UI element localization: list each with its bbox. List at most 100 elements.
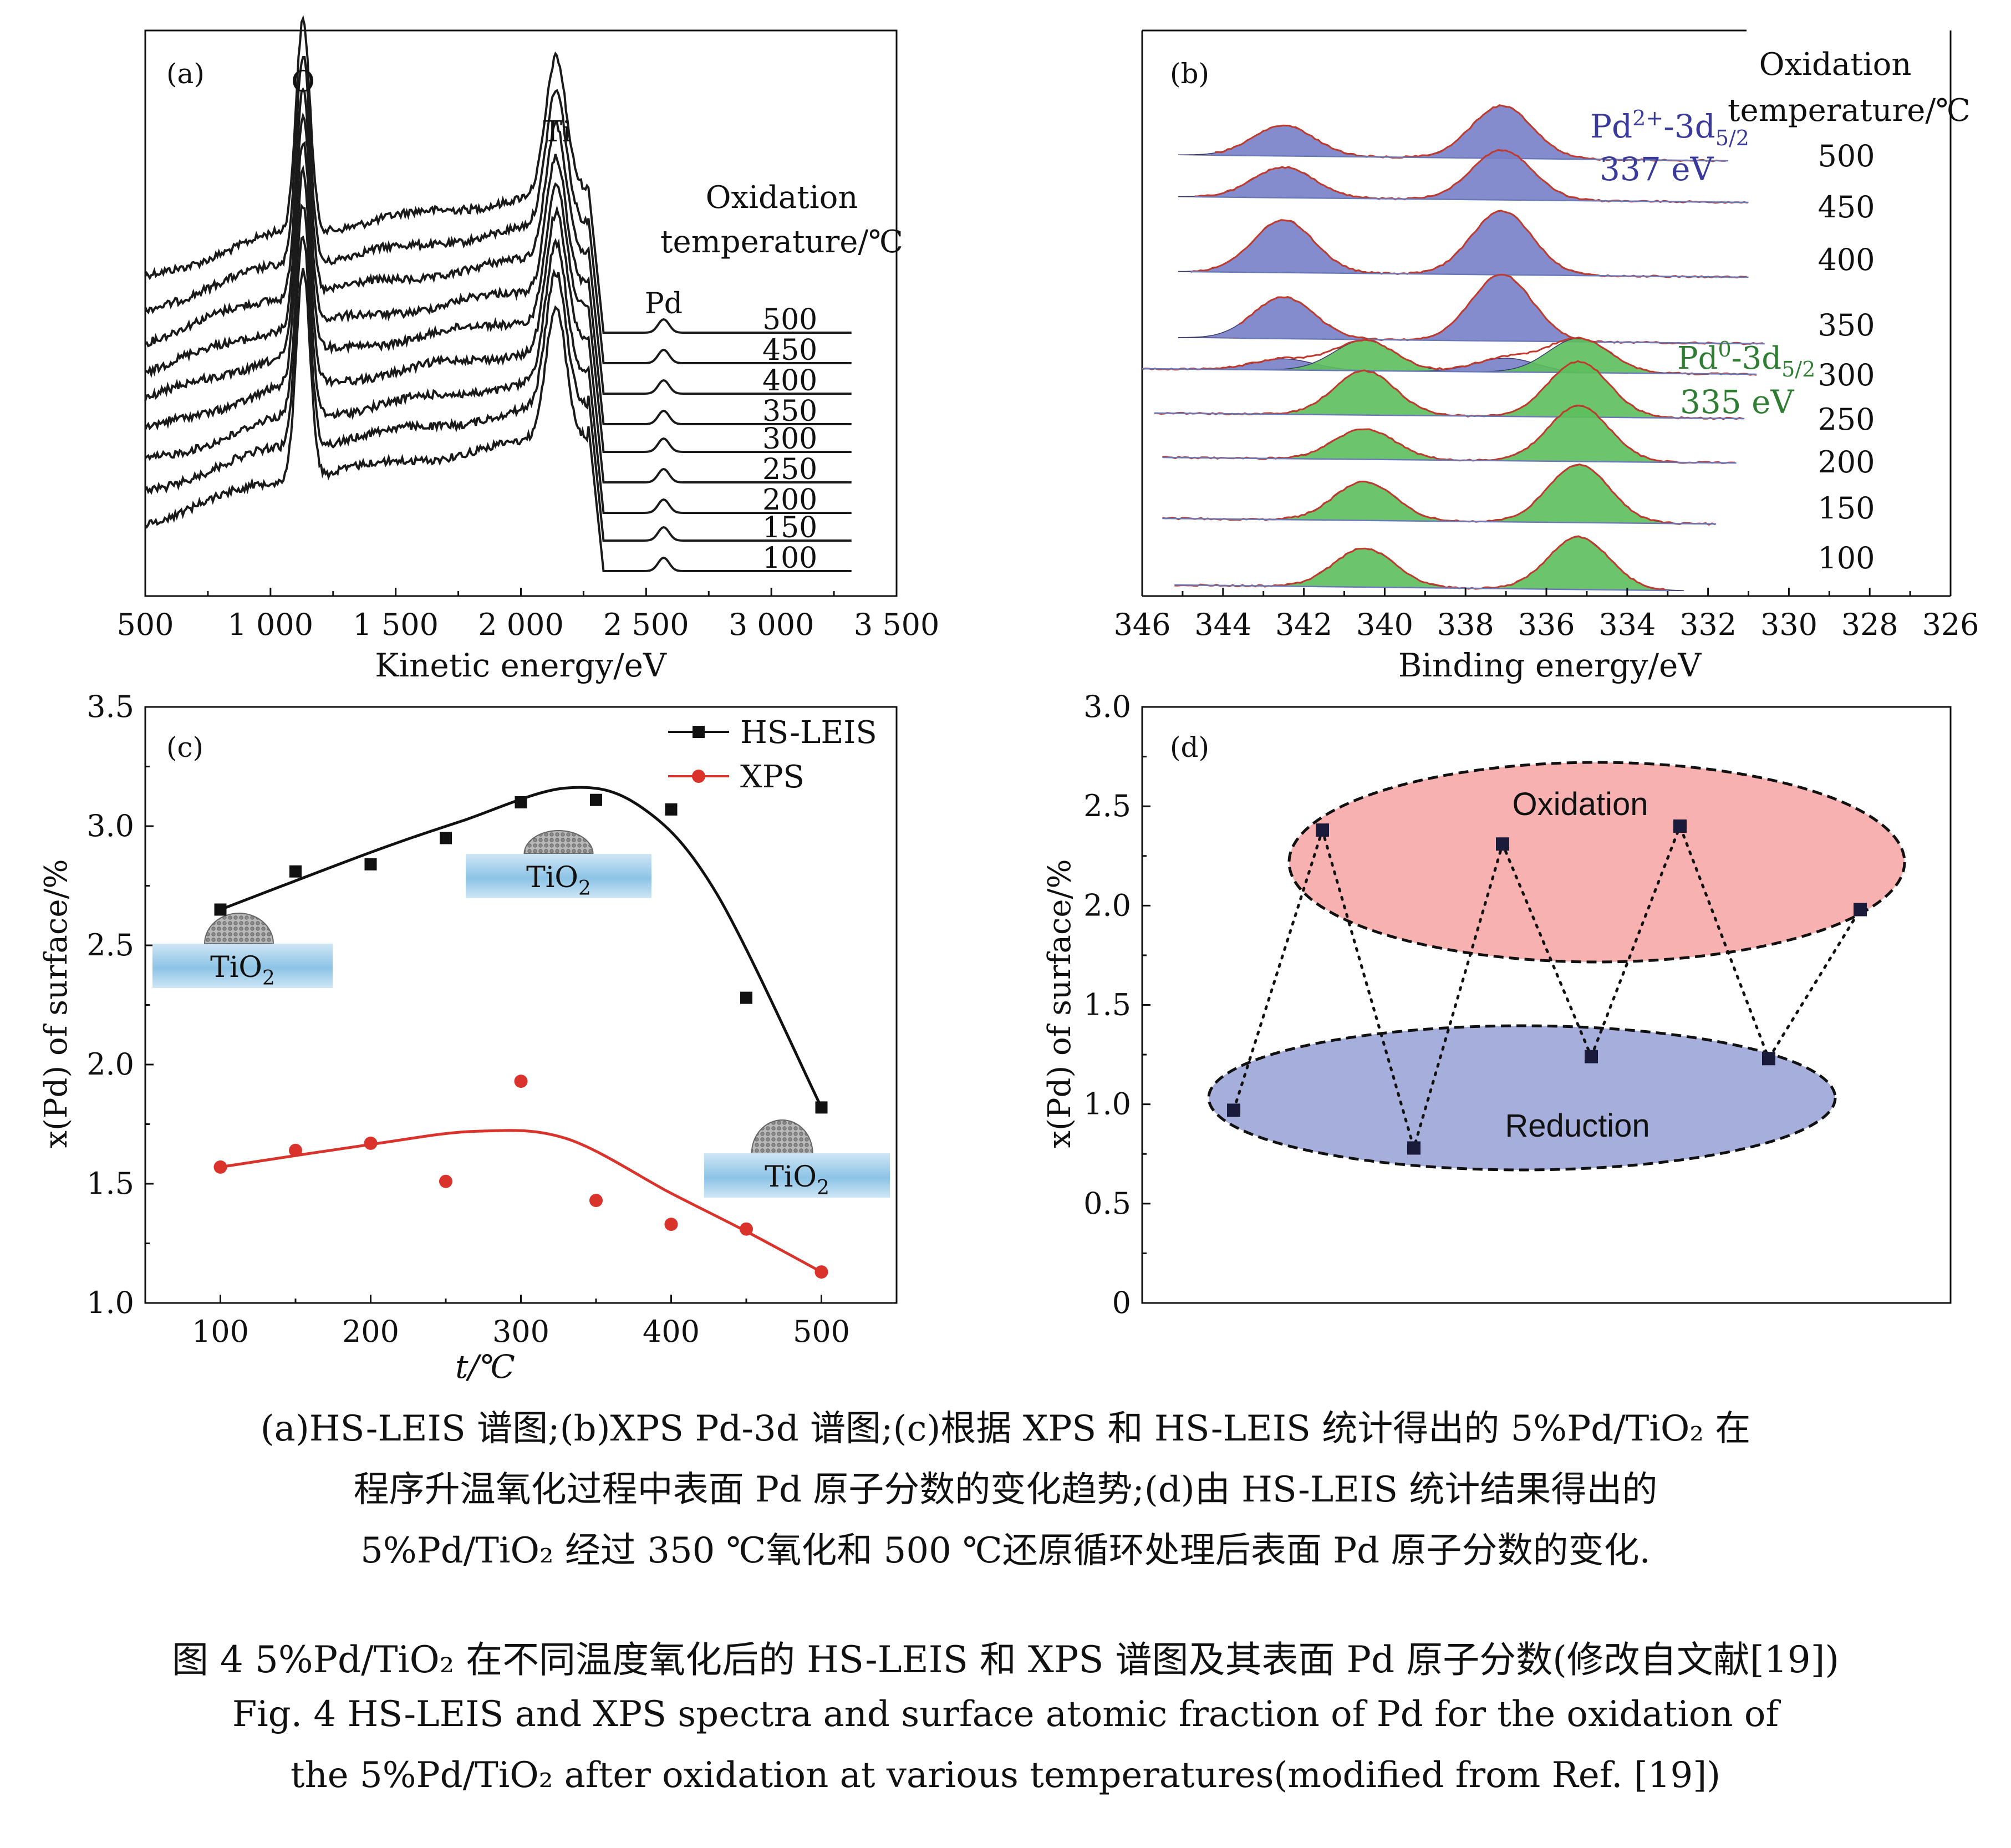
pd-particle-icon xyxy=(523,830,594,854)
panel-d-y-tick-label: 2.5 xyxy=(1083,788,1131,823)
xps-point xyxy=(364,1136,378,1150)
hsleis-point xyxy=(440,832,452,844)
panel-d-y-tick-label: 2.0 xyxy=(1083,888,1131,923)
panel-b-x-tick-label: 328 xyxy=(1841,607,1898,642)
legend-xps-label: XPS xyxy=(740,759,805,795)
panel-a-spectrum-150 xyxy=(144,235,852,542)
legend-hsleis-label: HS-LEIS xyxy=(740,715,877,751)
panel-c-y-axis-label: x(Pd) of surface/% xyxy=(38,859,74,1148)
xps-point xyxy=(589,1194,603,1208)
panel-b-peak-area-350 xyxy=(1396,274,1607,343)
panel-b-x-tick-label: 326 xyxy=(1922,607,1979,642)
panel-b-baseline-100 xyxy=(1174,584,1668,592)
panel-d-point xyxy=(1762,1052,1775,1066)
panel-a-series-label-150: 150 xyxy=(762,511,817,544)
panel-c-x-tick-label: 400 xyxy=(643,1314,700,1349)
caption-en-title-2: the 5%Pd/TiO₂ after oxidation at various… xyxy=(290,1755,1721,1796)
panel-d-cycle-line xyxy=(1232,822,1862,1153)
panel-d-point xyxy=(1316,823,1329,837)
xps-point xyxy=(664,1218,678,1231)
panel-b-baseline-400 xyxy=(1190,271,1749,278)
panel-b-baseline-300 xyxy=(1142,368,1757,375)
xps-point xyxy=(289,1143,302,1157)
panel-b-peak-area-450 xyxy=(1178,166,1389,200)
panel-d-point xyxy=(1407,1141,1421,1155)
panel-a-x-tick-label: 2 000 xyxy=(478,607,564,642)
panel-b-x-tick-label: 334 xyxy=(1598,607,1656,642)
panel-b-x-tick-label: 346 xyxy=(1113,607,1170,642)
caption-en-title-1: Fig. 4 HS-LEIS and XPS spectra and surfa… xyxy=(232,1694,1779,1735)
hsleis-point xyxy=(665,803,678,816)
panel-b-x-tick-label: 342 xyxy=(1275,607,1332,642)
panel-b-baseline-500 xyxy=(1215,154,1729,162)
panel-b-fit-line-300 xyxy=(1142,337,1757,376)
panel-b-x-tick-label: 340 xyxy=(1356,607,1413,642)
panel-a-peak-label-pd: Pd xyxy=(645,287,683,320)
panel-b-series-label-150: 150 xyxy=(1817,491,1875,526)
panel-a-series-label-300: 300 xyxy=(762,422,817,456)
panel-a-series-label-500: 500 xyxy=(762,303,817,337)
panel-d-point xyxy=(1496,837,1509,851)
panel-b-series-label-500: 500 xyxy=(1817,139,1875,174)
panel-a-spectrum-350 xyxy=(144,112,852,425)
panel-a-x-tick-label: 3 500 xyxy=(854,607,940,642)
panel-a-peak-label-o: O xyxy=(291,65,315,99)
panel-b-peak-area-350 xyxy=(1178,297,1389,340)
panel-a-spectrum-450 xyxy=(144,55,852,364)
panel-c-x-axis-label: t/℃ xyxy=(455,1348,515,1386)
xps-point xyxy=(439,1174,452,1188)
panel-a-x-tick-label: 1 000 xyxy=(228,607,314,642)
panel-a-tag: (a) xyxy=(166,58,205,90)
panel-d-point xyxy=(1585,1050,1598,1063)
panel-b-x-tick-label: 336 xyxy=(1518,607,1575,642)
panel-b-pd2-annotation: Pd2+-3d5/2 xyxy=(1590,106,1749,150)
xps-point xyxy=(514,1075,528,1088)
xps-point xyxy=(213,1160,227,1174)
panel-b-peak-area-500 xyxy=(1178,125,1389,158)
legend-xps-marker xyxy=(692,770,705,783)
panel-d-y-tick-label: 3.0 xyxy=(1083,689,1131,724)
panel-b-baseline-200 xyxy=(1162,456,1737,464)
panel-c-y-tick-label: 3.5 xyxy=(86,689,134,724)
pd-particle-icon xyxy=(203,913,274,944)
tio2-support-slab xyxy=(152,944,333,988)
hsleis-point xyxy=(289,865,302,878)
panel-a-x-tick-label: 3 000 xyxy=(729,607,814,642)
panel-d-point xyxy=(1227,1103,1240,1117)
panel-c-y-tick-label: 3.0 xyxy=(86,808,134,843)
panel-b-peak-area-100 xyxy=(1473,536,1684,592)
legend-hsleis-marker xyxy=(693,726,705,738)
panel-a-legend-title-1: Oxidation xyxy=(706,180,858,216)
hsleis-point xyxy=(815,1101,828,1114)
panel-b-peak-area-150 xyxy=(1473,464,1684,525)
reduction-label: Reduction xyxy=(1505,1108,1649,1144)
panel-b-baseline-150 xyxy=(1162,517,1717,525)
panel-b-x-tick-label: 344 xyxy=(1194,607,1251,642)
panel-c-surface-fraction: (c) 100 200 300 400 500 1.0 1.5 2.0 2.5 3.0 3.5 Ti… xyxy=(38,689,898,1386)
panel-c-y-tick-label: 1.0 xyxy=(86,1285,134,1320)
panel-b-x-tick-label: 332 xyxy=(1679,607,1737,642)
panel-a-series-label-350: 350 xyxy=(762,395,817,428)
reduction-ellipse xyxy=(1207,1024,1837,1172)
panel-b-tag: (b) xyxy=(1170,58,1209,90)
hsleis-point xyxy=(590,793,602,806)
panel-b-peak-area-100 xyxy=(1259,548,1470,589)
panel-b-pd2-energy: 337 eV xyxy=(1600,150,1714,188)
caption-sub-line-2: 程序升温氧化过程中表面 Pd 原子分数的变化趋势;(d)由 HS-LEIS 统计… xyxy=(353,1469,1658,1510)
panel-a-series-label-200: 200 xyxy=(762,483,817,517)
panel-b-series-label-100: 100 xyxy=(1817,541,1875,576)
panel-a-spectrum-500 xyxy=(144,15,852,334)
panel-d-y-tick-label: 0 xyxy=(1112,1285,1131,1320)
panel-a-spectrum-200 xyxy=(144,203,852,514)
oxidation-label: Oxidation xyxy=(1512,786,1648,822)
panel-c-fit-line-hsleis xyxy=(220,786,823,1108)
caption-sub-line-1: (a)HS-LEIS 谱图;(b)XPS Pd-3d 谱图;(c)根据 XPS … xyxy=(260,1408,1751,1449)
panel-b-x-tick-label: 330 xyxy=(1760,607,1817,642)
panel-b-baseline-450 xyxy=(1194,196,1749,203)
panel-a-spectrum-300 xyxy=(144,141,852,453)
panel-a-series-label-450: 450 xyxy=(762,334,817,367)
panel-c-x-tick-label: 500 xyxy=(793,1314,850,1349)
hsleis-point xyxy=(364,858,377,870)
